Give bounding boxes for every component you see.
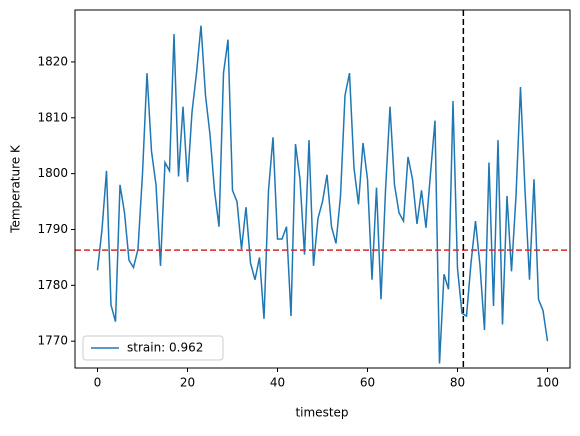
legend-label: strain: 0.962 [127, 341, 203, 355]
data-line [96, 25, 549, 364]
x-tick-label: 20 [180, 376, 195, 390]
y-tick-label: 1820 [37, 54, 68, 68]
y-tick-label: 1810 [37, 110, 68, 124]
x-tick-label: 0 [94, 376, 102, 390]
y-tick-label: 1770 [37, 334, 68, 348]
y-tick-label: 1790 [37, 222, 68, 236]
legend-box [82, 335, 224, 361]
y-tick-label: 1800 [37, 166, 68, 180]
y-tick-label: 1780 [37, 278, 68, 292]
x-axis-label: timestep [295, 406, 348, 420]
y-axis-label: Temperature K [9, 144, 23, 234]
x-tick-label: 60 [360, 376, 375, 390]
x-tick-label: 80 [450, 376, 465, 390]
x-tick-label: 100 [536, 376, 559, 390]
x-tick-label: 40 [270, 376, 285, 390]
plot-frame [74, 9, 571, 369]
